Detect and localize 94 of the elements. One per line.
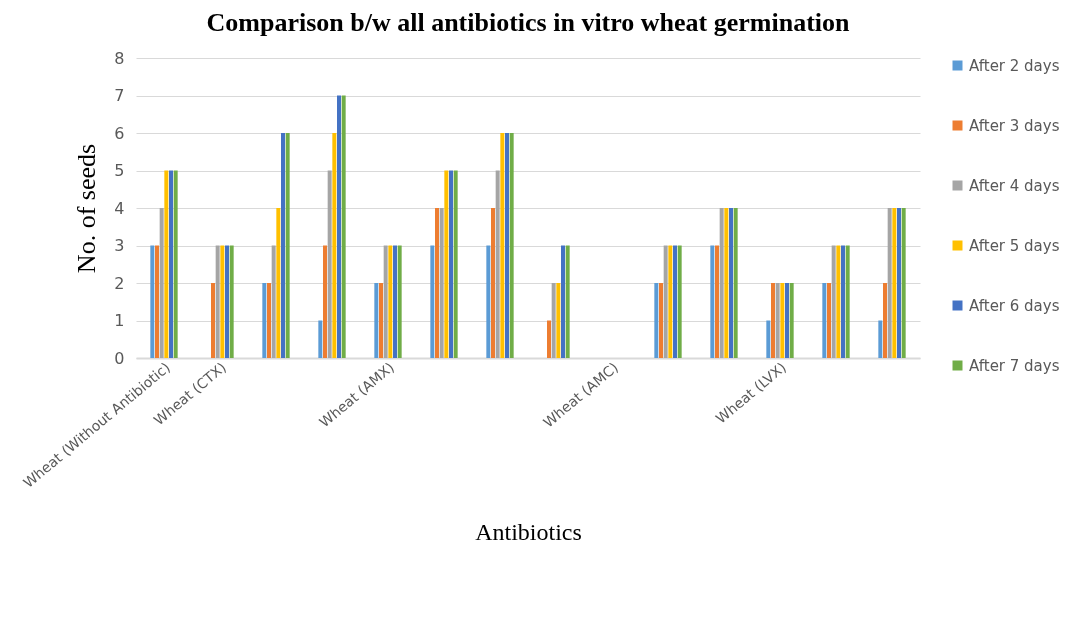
y-tick-label: 0 xyxy=(114,348,125,368)
bar xyxy=(831,245,836,358)
bar xyxy=(845,245,850,358)
y-tick-label: 8 xyxy=(114,48,125,68)
bar xyxy=(775,283,780,358)
legend-label: After 6 days xyxy=(969,296,1060,315)
bar xyxy=(164,170,169,358)
bar xyxy=(159,208,164,358)
bar xyxy=(841,245,845,358)
bar xyxy=(565,245,570,358)
bar xyxy=(229,245,234,358)
bar xyxy=(453,170,458,358)
bar xyxy=(225,245,229,358)
bar xyxy=(547,320,551,358)
legend-label: After 7 days xyxy=(969,356,1060,375)
bar xyxy=(836,245,841,358)
bar xyxy=(285,133,290,358)
y-tick-label: 3 xyxy=(114,236,125,255)
legend-label: After 5 days xyxy=(969,236,1060,255)
bar xyxy=(388,245,393,358)
bar xyxy=(883,283,887,358)
bar xyxy=(327,170,332,358)
bar xyxy=(435,208,439,358)
bar xyxy=(281,133,285,358)
bar xyxy=(383,245,388,358)
bar xyxy=(509,133,514,358)
y-axis-title: No. of seeds xyxy=(72,143,102,274)
bar xyxy=(561,245,565,358)
bar xyxy=(729,208,733,358)
legend-label: After 4 days xyxy=(969,176,1060,195)
bar xyxy=(271,245,276,358)
bar xyxy=(780,283,785,358)
bar xyxy=(663,245,668,358)
bar xyxy=(215,245,220,358)
y-tick-label: 6 xyxy=(114,123,125,143)
bar xyxy=(379,283,383,358)
bar xyxy=(397,245,402,358)
bar xyxy=(276,208,281,358)
bar xyxy=(374,283,379,358)
legend-label: After 3 days xyxy=(969,116,1060,135)
bar xyxy=(556,283,561,358)
bar xyxy=(659,283,663,358)
bar xyxy=(668,245,673,358)
bar xyxy=(491,208,495,358)
bar xyxy=(771,283,775,358)
bar xyxy=(323,245,327,358)
y-tick-label: 2 xyxy=(114,273,125,293)
y-tick-label: 4 xyxy=(114,198,125,218)
bar xyxy=(505,133,509,358)
bar xyxy=(169,170,173,358)
y-tick-label: 7 xyxy=(114,86,125,105)
bar xyxy=(430,245,435,358)
bar xyxy=(500,133,505,358)
bar xyxy=(789,283,794,358)
bar xyxy=(262,283,267,358)
bar xyxy=(677,245,682,358)
chart-title: Comparison b/w all antibiotics in vitro wheat germination xyxy=(206,8,851,37)
bar xyxy=(901,208,906,358)
x-axis-title: Antibiotics xyxy=(475,518,582,545)
bar xyxy=(673,245,677,358)
bar xyxy=(887,208,892,358)
bar xyxy=(220,245,225,358)
bar xyxy=(393,245,397,358)
bar xyxy=(495,170,500,358)
y-tick-label: 1 xyxy=(114,311,125,330)
bar xyxy=(337,95,341,358)
bar xyxy=(267,283,271,358)
bar xyxy=(332,133,337,358)
bar xyxy=(733,208,738,358)
bar xyxy=(173,170,178,358)
y-tick-label: 5 xyxy=(114,161,125,180)
bar xyxy=(822,283,827,358)
bar xyxy=(211,283,215,358)
bar xyxy=(444,170,449,358)
bar xyxy=(766,320,771,358)
bar xyxy=(715,245,719,358)
bar xyxy=(486,245,491,358)
bar xyxy=(892,208,897,358)
bar xyxy=(155,245,159,358)
bar xyxy=(318,320,323,358)
bar xyxy=(724,208,729,358)
bar xyxy=(341,95,346,358)
bar xyxy=(551,283,556,358)
bar xyxy=(710,245,715,358)
bar xyxy=(439,208,444,358)
bar xyxy=(654,283,659,358)
bar xyxy=(719,208,724,358)
bar xyxy=(150,245,155,358)
bar xyxy=(897,208,901,358)
bar xyxy=(878,320,883,358)
bar xyxy=(785,283,789,358)
legend-label: After 2 days xyxy=(969,56,1060,75)
bar xyxy=(449,170,453,358)
bar xyxy=(827,283,831,358)
